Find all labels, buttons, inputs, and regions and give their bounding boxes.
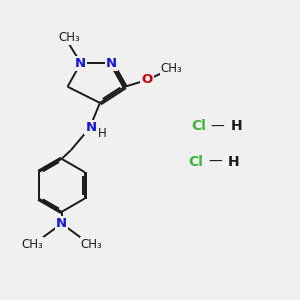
Text: —: — xyxy=(208,155,222,169)
Text: H: H xyxy=(98,127,106,140)
Text: CH₃: CH₃ xyxy=(58,31,80,44)
Text: —: — xyxy=(211,119,225,134)
Text: N: N xyxy=(106,57,117,70)
Text: CH₃: CH₃ xyxy=(80,238,102,251)
Text: N: N xyxy=(85,122,97,134)
Text: O: O xyxy=(141,74,153,86)
Text: Cl: Cl xyxy=(191,119,206,134)
Text: H: H xyxy=(228,155,240,169)
Text: N: N xyxy=(75,57,86,70)
Text: N: N xyxy=(56,217,67,230)
Text: Cl: Cl xyxy=(188,155,203,169)
Text: CH₃: CH₃ xyxy=(21,238,43,251)
Text: CH₃: CH₃ xyxy=(160,61,182,75)
Text: H: H xyxy=(231,119,243,134)
